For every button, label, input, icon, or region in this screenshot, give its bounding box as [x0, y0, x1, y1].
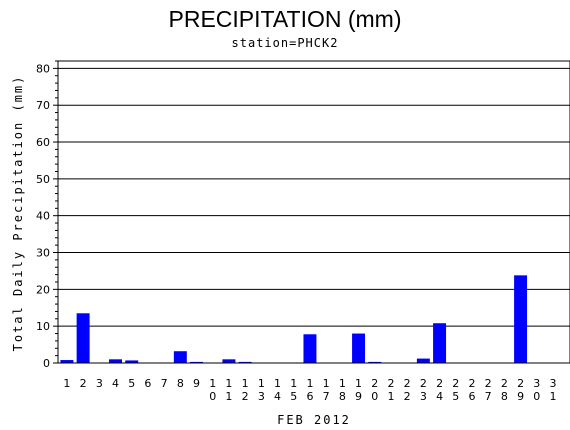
bar-day-24	[433, 323, 447, 363]
y-tick-label: 10	[36, 320, 50, 333]
x-tick-label: 8	[177, 377, 184, 390]
bars	[60, 275, 528, 363]
plot-frame	[57, 60, 570, 364]
y-tick-label: 20	[36, 283, 50, 296]
x-tick-label: 3	[96, 377, 103, 390]
bar-day-12	[238, 361, 252, 363]
y-tick-label: 40	[36, 210, 50, 223]
y-axis-label: Total Daily Precipitation (mm)	[11, 75, 25, 352]
bar-day-8	[173, 351, 187, 363]
bar-day-2	[76, 313, 90, 363]
bar-day-19	[352, 333, 366, 363]
x-tick-label: 2	[80, 377, 87, 390]
bar-day-9	[190, 361, 204, 363]
chart-subtitle: station=PHCK2	[231, 36, 339, 50]
x-tick-label: 9	[193, 377, 200, 390]
bar-day-29	[514, 275, 528, 363]
bar-day-20	[368, 361, 382, 363]
bar-day-5	[125, 360, 139, 363]
bar-day-4	[109, 359, 122, 363]
y-tick-label: 60	[36, 136, 50, 149]
y-tick-label: 70	[36, 99, 50, 112]
y-tick-label: 30	[36, 247, 50, 260]
x-tick-label: 1	[63, 377, 70, 390]
chart-title: PRECIPITATION (mm)	[168, 6, 402, 32]
x-tick-label: 7	[161, 377, 168, 390]
y-tick-label: 80	[36, 62, 50, 75]
bar-day-23	[416, 358, 430, 363]
y-tick-label: 50	[36, 173, 50, 186]
x-axis-label: FEB 2012	[277, 413, 351, 427]
x-tick-label: 6	[144, 377, 151, 390]
bar-day-1	[60, 360, 74, 363]
y-tick-label: 0	[43, 357, 50, 370]
x-axis-ticks: 1 2 3 4 5 6 7 8 9 1 01 11 21 31 41 51 61 71 81 92 02 12 22 32 42…	[63, 377, 556, 403]
grid-lines	[58, 67, 570, 327]
x-tick-label: 4	[112, 377, 119, 390]
y-axis-ticks: 0 10 20 30 40 50 60 70 80	[36, 60, 58, 370]
bar-day-11	[222, 359, 236, 363]
x-tick-label: 5	[128, 377, 135, 390]
bar-day-16	[303, 334, 317, 363]
